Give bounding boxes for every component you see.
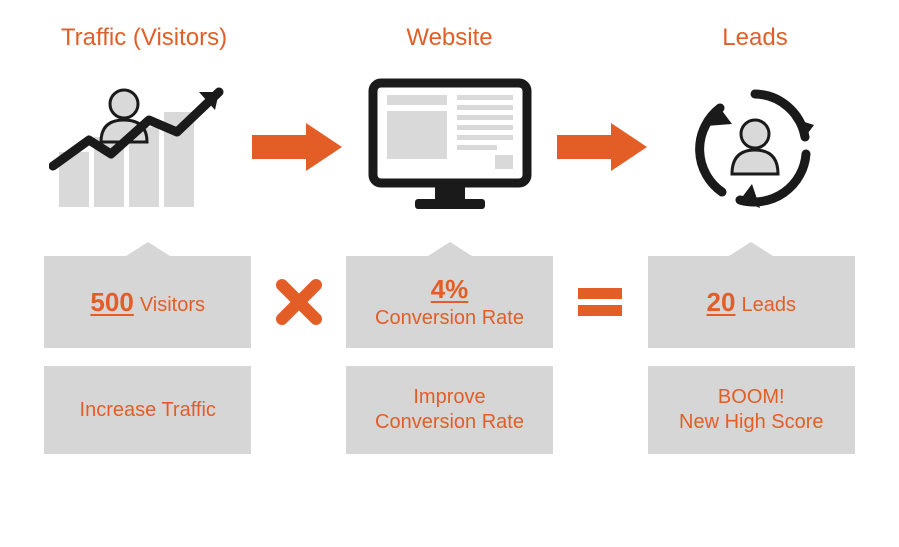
- action-traffic: Increase Traffic: [44, 366, 251, 454]
- metric-visitors-unit: Visitors: [140, 294, 205, 317]
- action-leads: BOOM!New High Score: [648, 366, 855, 454]
- operator-equals: [553, 257, 647, 347]
- icons-row: [44, 82, 855, 212]
- header-website: Website: [350, 24, 550, 52]
- metric-conversion: 4% Conversion Rate: [346, 256, 553, 348]
- metric-conversion-sub: Conversion Rate: [375, 307, 524, 330]
- metric-visitors: 500 Visitors: [44, 256, 251, 348]
- headers-row: Traffic (Visitors) Website Leads: [44, 24, 855, 52]
- operator-multiply: [251, 257, 345, 347]
- action-traffic-text: Increase Traffic: [80, 398, 216, 423]
- action-conversion-text: ImproveConversion Rate: [375, 385, 524, 435]
- flow-arrow-1: [247, 82, 347, 212]
- header-leads: Leads: [655, 24, 855, 52]
- metric-conversion-value: 4%: [431, 274, 469, 305]
- growth-person-icon: [44, 82, 244, 212]
- flow-arrow-2: [552, 82, 652, 212]
- metrics-row: 500 Visitors 4% Conversion Rate 20 Leads: [44, 256, 855, 348]
- metric-leads-unit: Leads: [741, 294, 796, 317]
- action-conversion: ImproveConversion Rate: [346, 366, 553, 454]
- action-leads-text: BOOM!New High Score: [679, 385, 824, 435]
- metric-visitors-value: 500: [90, 287, 133, 318]
- cycle-person-icon: [655, 82, 855, 212]
- header-traffic: Traffic (Visitors): [44, 24, 244, 52]
- monitor-website-icon: [350, 82, 550, 212]
- metric-leads-value: 20: [707, 287, 736, 318]
- metric-leads: 20 Leads: [648, 256, 855, 348]
- actions-row: Increase Traffic ImproveConversion Rate …: [44, 366, 855, 454]
